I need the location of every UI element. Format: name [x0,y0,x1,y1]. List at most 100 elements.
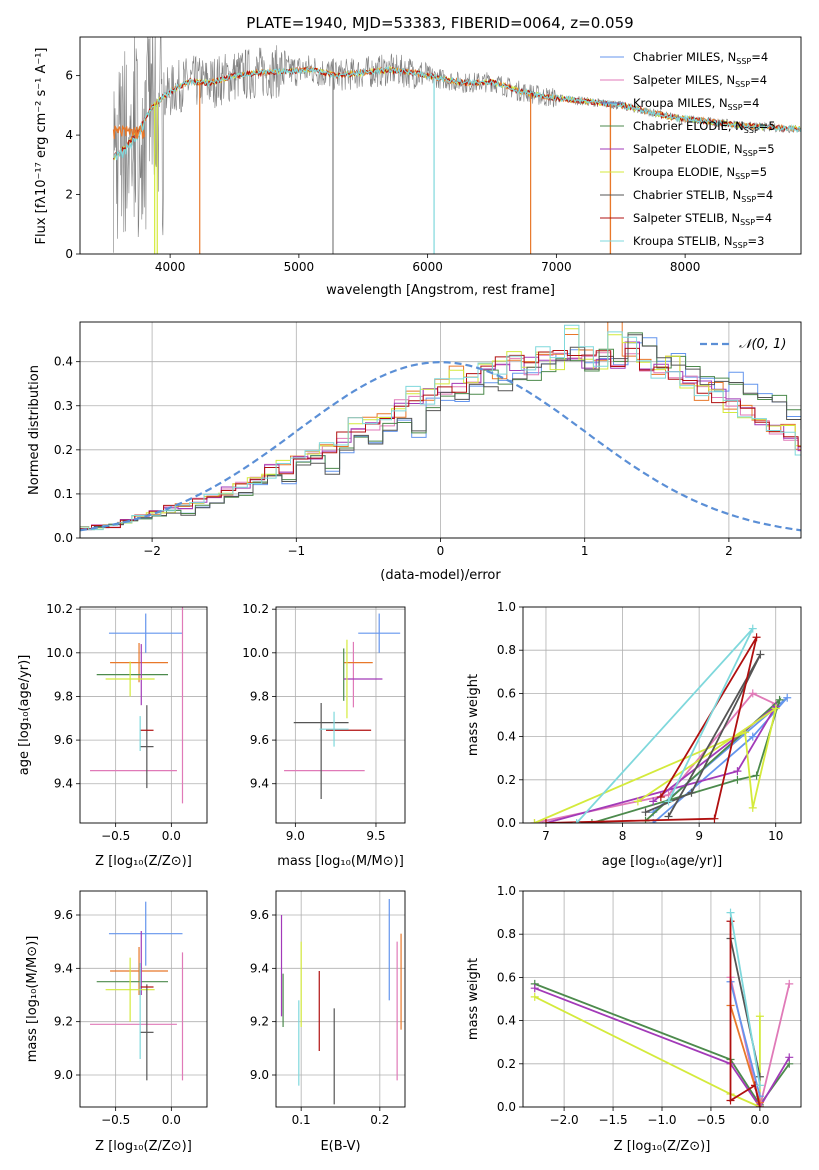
histogram-series [80,324,801,531]
y-tick-label: 9.4 [54,777,73,791]
y-tick-label: 0.4 [54,355,73,369]
axes-frame [275,890,406,1108]
weight-line [534,987,791,1107]
y-tick-label: 0.1 [54,487,73,501]
histogram-series [80,328,801,530]
weight-marker [741,728,750,737]
x-tick-label: 9.0 [286,829,305,843]
x-tick-label: −2 [143,544,161,558]
errorbars [90,901,184,1081]
age-vs-mass-plot: 9.0 9.5 9.4 9.6 9.8 10.0 10.2 mass [log₁₀(M/M⊙)… [242,602,406,869]
mass-weight-vs-age-plot: 7 8 9 10 0.0 0.2 0.4 0.6 0.8 1.0 age [log₁₀(age/yr… [466,600,802,869]
y-tick-label: 9.6 [54,908,73,922]
x-axis-label: wavelength [Angstrom, rest frame] [326,283,555,298]
weight-marker [755,1012,764,1021]
axes-frame [79,890,208,1108]
y-tick-label: 9.4 [250,961,269,975]
legend-subscript: SSP [735,80,750,89]
weight-marker [748,732,757,741]
y-tick-label: 1.0 [497,884,516,898]
legend-value: =3 [748,234,765,248]
legend-subscript: SSP [743,149,758,158]
weight-marker [530,984,539,993]
x-axis-label: (data-model)/error [380,568,501,583]
y-tick-label: 0.0 [54,531,73,545]
x-axis-label: age [log₁₀(age/yr)] [602,854,723,869]
y-tick-label: 0.0 [497,816,516,830]
y-tick-label: 0.4 [497,730,516,744]
axes-frame [522,890,802,1108]
errorbars [284,613,401,799]
x-tick-label: 8 [619,829,627,843]
weight-marker [733,775,742,784]
weight-lines [530,908,794,1107]
x-tick-label: −0.5 [101,1113,130,1127]
y-tick-label: 9.4 [54,961,73,975]
x-tick-label: −0.5 [101,829,130,843]
x-tick-label: 4000 [155,260,186,274]
errorbars [280,899,402,1105]
weight-line [729,981,761,1097]
x-tick-label: 6000 [412,260,443,274]
legend-label: Chabrier STELIB, NSSP=4 [633,188,773,204]
y-tick-label: 0.4 [497,1014,516,1028]
legend-label: Chabrier ELODIE, NSSP=5 [633,119,776,135]
y-tick-label: 0 [65,247,73,261]
y-tick-label: 10.2 [242,602,269,616]
weight-marker [785,979,794,988]
x-tick-label: −2.0 [550,1113,579,1127]
weight-marker [649,797,658,806]
y-tick-label: 0.8 [497,927,516,941]
weight-marker [756,650,765,659]
legend-label: Chabrier MILES, NSSP=4 [633,50,768,66]
y-tick-label: 0.6 [497,686,516,700]
legend-subscript: SSP [736,57,751,66]
y-tick-label: 4 [65,128,73,142]
weight-marker [783,693,792,702]
x-tick-label: 2 [725,544,733,558]
weight-line [534,995,761,1107]
y-tick-label: 0.2 [497,1057,516,1071]
y-tick-label: 1.0 [497,600,516,614]
weight-marker [775,695,784,704]
legend-subscript: SSP [744,126,759,135]
weight-marker [733,767,742,776]
x-tick-label: 7000 [541,260,572,274]
legend-subscript: SSP [741,195,756,204]
y-axis-label: mass weight [466,674,481,756]
histogram-series [80,334,801,530]
weight-marker [687,788,696,797]
y-tick-label: 9.6 [54,733,73,747]
x-tick-label: −1.0 [647,1113,676,1127]
weight-lines [530,624,792,823]
histogram-series [80,332,801,531]
y-axis-label: Flux [fλ10⁻¹⁷ erg cm⁻² s⁻¹ A⁻¹] [34,48,49,245]
y-tick-label: 0.2 [497,773,516,787]
legend-label: 𝒩(0, 1) [739,337,786,352]
y-tick-label: 9.8 [54,689,73,703]
x-tick-label: 0.0 [750,1113,769,1127]
weight-marker [748,689,757,698]
y-axis-label: age [log₁₀(age/yr)] [17,655,32,776]
x-axis-label: Z [log₁₀(Z/Z⊙)] [614,1139,711,1154]
weight-marker [633,797,642,806]
weight-marker [726,1096,735,1105]
mass-vs-metallicity-plot: −0.5 0.0 9.0 9.2 9.4 9.6 Z [log₁₀(Z/Z⊙)] mass [… [25,890,208,1154]
y-tick-label: 9.6 [250,908,269,922]
weight-marker [755,1103,764,1107]
weight-marker [726,917,735,926]
weight-marker [755,1081,764,1090]
y-axis-label: Normed distribution [27,365,42,495]
weight-marker [530,819,539,823]
x-tick-label: 8000 [670,260,701,274]
y-tick-label: 10.0 [242,646,269,660]
y-tick-label: 0.0 [497,1100,516,1114]
weight-line [545,705,777,823]
histogram-steps [80,322,801,532]
x-tick-label: 5000 [284,260,315,274]
weight-marker [752,633,761,642]
y-axis-label: mass weight [466,958,481,1040]
weight-marker [656,793,665,802]
x-axis-label: E(B-V) [320,1139,360,1154]
